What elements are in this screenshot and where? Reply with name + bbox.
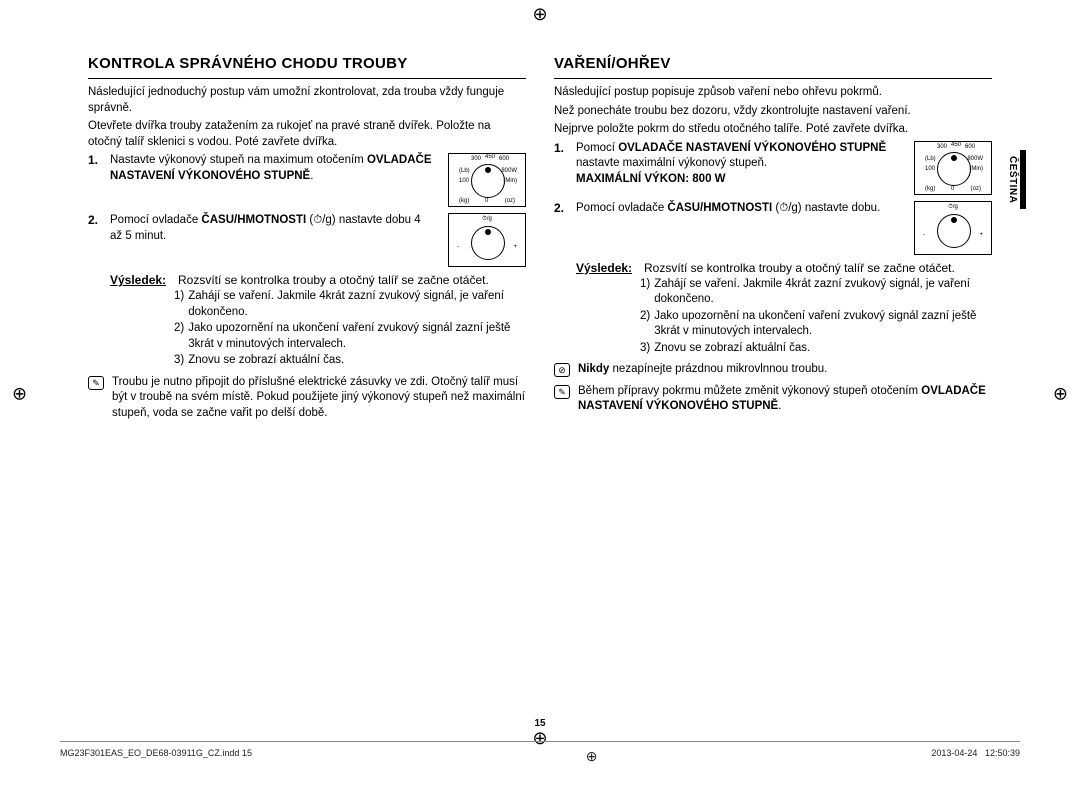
- intro-text: Otevřete dvířka trouby zatažením za ruko…: [88, 119, 526, 150]
- note-icon: ✎: [554, 385, 570, 399]
- note: ✎ Během přípravy pokrmu můžete změnit vý…: [554, 384, 992, 415]
- time-dial-figure: ⏱/g - +: [448, 213, 526, 267]
- result-list: 1)Zahájí se vaření. Jakmile 4krát zazní …: [640, 277, 992, 357]
- result-row: Výsledek: Rozsvítí se kontrolka trouby a…: [576, 261, 992, 275]
- result-list: 1)Zahájí se vaření. Jakmile 4krát zazní …: [174, 289, 526, 369]
- footer-file: MG23F301EAS_EO_DE68-03911G_CZ.indd 15: [60, 748, 252, 765]
- section-title-right: VAŘENÍ/OHŘEV: [554, 55, 992, 72]
- footer: MG23F301EAS_EO_DE68-03911G_CZ.indd 15 ⊕ …: [60, 741, 1020, 765]
- time-dial-figure: ⏱/g - +: [914, 201, 992, 255]
- result-label: Výsledek:: [110, 273, 170, 287]
- intro-text: Než ponecháte troubu bez dozoru, vždy zk…: [554, 104, 992, 120]
- step-text: Pomocí ovladače ČASU/HMOTNOSTI (⏱/g) nas…: [576, 201, 900, 255]
- intro-text: Následující postup popisuje způsob vařen…: [554, 85, 992, 101]
- section-title-left: KONTROLA SPRÁVNÉHO CHODU TROUBY: [88, 55, 526, 72]
- crop-mark-top: ⊕: [532, 4, 547, 25]
- warning: ⊘ Nikdy nezapínejte prázdnou mikrovlnnou…: [554, 362, 992, 378]
- dial-icon: [471, 164, 505, 198]
- note-text: Troubu je nutno připojit do příslušné el…: [112, 375, 526, 422]
- right-column: VAŘENÍ/OHŘEV Následující postup popisuje…: [554, 55, 992, 717]
- step-number: 2.: [88, 213, 102, 267]
- warning-text: Nikdy nezapínejte prázdnou mikrovlnnou t…: [578, 362, 827, 378]
- footer-datetime: 2013-04-24 12:50:39: [931, 748, 1020, 765]
- rule: [554, 78, 992, 79]
- crop-mark-right: ⊕: [1053, 383, 1068, 404]
- footer-crop-icon: ⊕: [586, 748, 598, 765]
- result-label: Výsledek:: [576, 261, 636, 275]
- dial-icon: [937, 152, 971, 186]
- power-dial-figure: 300 450 600 (Lb) 800W 100 (Min) (kg) (oz…: [448, 153, 526, 207]
- rule: [88, 78, 526, 79]
- step-text: Nastavte výkonový stupeň na maximum otoč…: [110, 153, 434, 207]
- intro-text: Následující jednoduchý postup vám umožní…: [88, 85, 526, 116]
- result-text: Rozsvítí se kontrolka trouby a otočný ta…: [178, 273, 489, 287]
- note-text: Během přípravy pokrmu můžete změnit výko…: [578, 384, 992, 415]
- step-1: 1. Pomocí OVLADAČE NASTAVENÍ VÝKONOVÉHO …: [554, 141, 992, 195]
- crop-mark-left: ⊕: [12, 383, 27, 404]
- step-2: 2. Pomocí ovladače ČASU/HMOTNOSTI (⏱/g) …: [88, 213, 526, 267]
- dial-icon: [937, 214, 971, 248]
- language-tab: ČEŠTINA: [1005, 150, 1026, 209]
- intro-text: Nejprve položte pokrm do středu otočného…: [554, 122, 992, 138]
- step-text: Pomocí ovladače ČASU/HMOTNOSTI (⏱/g) nas…: [110, 213, 434, 267]
- page-content: KONTROLA SPRÁVNÉHO CHODU TROUBY Následuj…: [88, 55, 992, 717]
- step-text: Pomocí OVLADAČE NASTAVENÍ VÝKONOVÉHO STU…: [576, 141, 900, 195]
- step-number: 1.: [88, 153, 102, 207]
- left-column: KONTROLA SPRÁVNÉHO CHODU TROUBY Následuj…: [88, 55, 526, 717]
- page-number: 15: [534, 718, 545, 729]
- dial-icon: [471, 226, 505, 260]
- result-row: Výsledek: Rozsvítí se kontrolka trouby a…: [110, 273, 526, 287]
- warning-icon: ⊘: [554, 363, 570, 377]
- step-number: 1.: [554, 141, 568, 195]
- step-1: 1. Nastavte výkonový stupeň na maximum o…: [88, 153, 526, 207]
- step-2: 2. Pomocí ovladače ČASU/HMOTNOSTI (⏱/g) …: [554, 201, 992, 255]
- note: ✎ Troubu je nutno připojit do příslušné …: [88, 375, 526, 422]
- result-text: Rozsvítí se kontrolka trouby a otočný ta…: [644, 261, 955, 275]
- note-icon: ✎: [88, 376, 104, 390]
- power-dial-figure: 300 450 600 (Lb) 800W 100 (Min) (kg) (oz…: [914, 141, 992, 195]
- step-number: 2.: [554, 201, 568, 255]
